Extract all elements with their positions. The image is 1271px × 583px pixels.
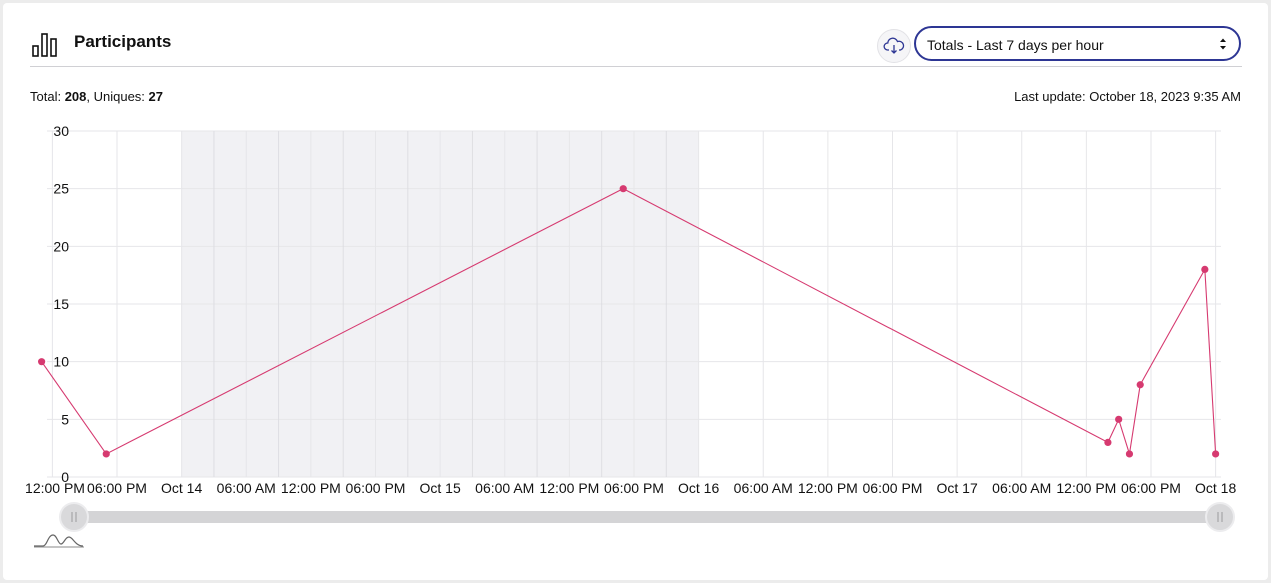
x-tick-label: 06:00 PM xyxy=(604,480,664,496)
x-tick-label: 06:00 AM xyxy=(217,480,276,496)
data-point xyxy=(1115,415,1123,423)
total-value: 208 xyxy=(64,89,87,104)
x-tick-label: 06:00 AM xyxy=(475,480,534,496)
y-tick-label: 25 xyxy=(53,181,69,197)
participants-summary: Total: 208, Uniques: 27 xyxy=(30,89,163,104)
sparkline-icon xyxy=(34,534,84,547)
y-tick-label: 10 xyxy=(53,354,69,370)
x-tick-label: Oct 16 xyxy=(678,480,719,496)
x-tick-label: Oct 15 xyxy=(420,480,461,496)
y-tick-label: 30 xyxy=(53,123,69,139)
uniques-label: , Uniques: xyxy=(86,89,149,104)
x-tick-label: 06:00 AM xyxy=(992,480,1051,496)
page-title: Participants xyxy=(74,32,172,51)
data-point xyxy=(102,450,110,458)
y-tick-label: 15 xyxy=(53,296,69,312)
data-point xyxy=(619,185,627,193)
total-label: Total: xyxy=(30,89,65,104)
range-slider-left-handle[interactable] xyxy=(59,502,89,532)
range-slider-right-handle[interactable] xyxy=(1205,502,1235,532)
range-select[interactable]: Totals - Last 7 days per hour xyxy=(914,26,1241,61)
x-tick-label: 12:00 PM xyxy=(281,480,341,496)
data-point xyxy=(1212,450,1220,458)
x-tick-label: 12:00 PM xyxy=(25,480,85,496)
x-tick-label: 06:00 PM xyxy=(87,480,147,496)
card-header: Participants Totals - Last 7 days per ho… xyxy=(3,3,1268,69)
participants-card: Participants Totals - Last 7 days per ho… xyxy=(3,3,1268,580)
uniques-value: 27 xyxy=(148,89,164,104)
data-point xyxy=(38,358,46,366)
x-tick-label: 12:00 PM xyxy=(798,480,858,496)
x-tick-label: 12:00 PM xyxy=(539,480,599,496)
data-point xyxy=(1104,438,1112,446)
data-point xyxy=(1136,381,1144,389)
x-tick-label: 06:00 AM xyxy=(734,480,793,496)
data-point xyxy=(1201,265,1209,273)
x-tick-label: 06:00 PM xyxy=(863,480,923,496)
header-divider xyxy=(30,66,1242,67)
data-point xyxy=(1125,450,1134,458)
x-tick-label: 06:00 PM xyxy=(346,480,406,496)
bar-chart-icon xyxy=(32,33,57,57)
y-tick-label: 20 xyxy=(53,238,69,254)
last-update: Last update: October 18, 2023 9:35 AM xyxy=(1014,89,1241,104)
range-select-value: Totals - Last 7 days per hour xyxy=(927,37,1104,53)
range-slider-track xyxy=(73,511,1221,523)
download-button[interactable] xyxy=(877,29,911,63)
y-tick-label: 0 xyxy=(61,469,69,485)
x-tick-label: 12:00 PM xyxy=(1056,480,1116,496)
x-tick-label: Oct 17 xyxy=(936,480,977,496)
y-tick-label: 5 xyxy=(61,411,69,427)
select-arrows-icon xyxy=(1220,38,1226,50)
x-tick-label: Oct 18 xyxy=(1195,480,1236,496)
cloud-download-icon xyxy=(883,37,905,54)
x-tick-label: 06:00 PM xyxy=(1121,480,1181,496)
x-tick-label: Oct 14 xyxy=(161,480,202,496)
